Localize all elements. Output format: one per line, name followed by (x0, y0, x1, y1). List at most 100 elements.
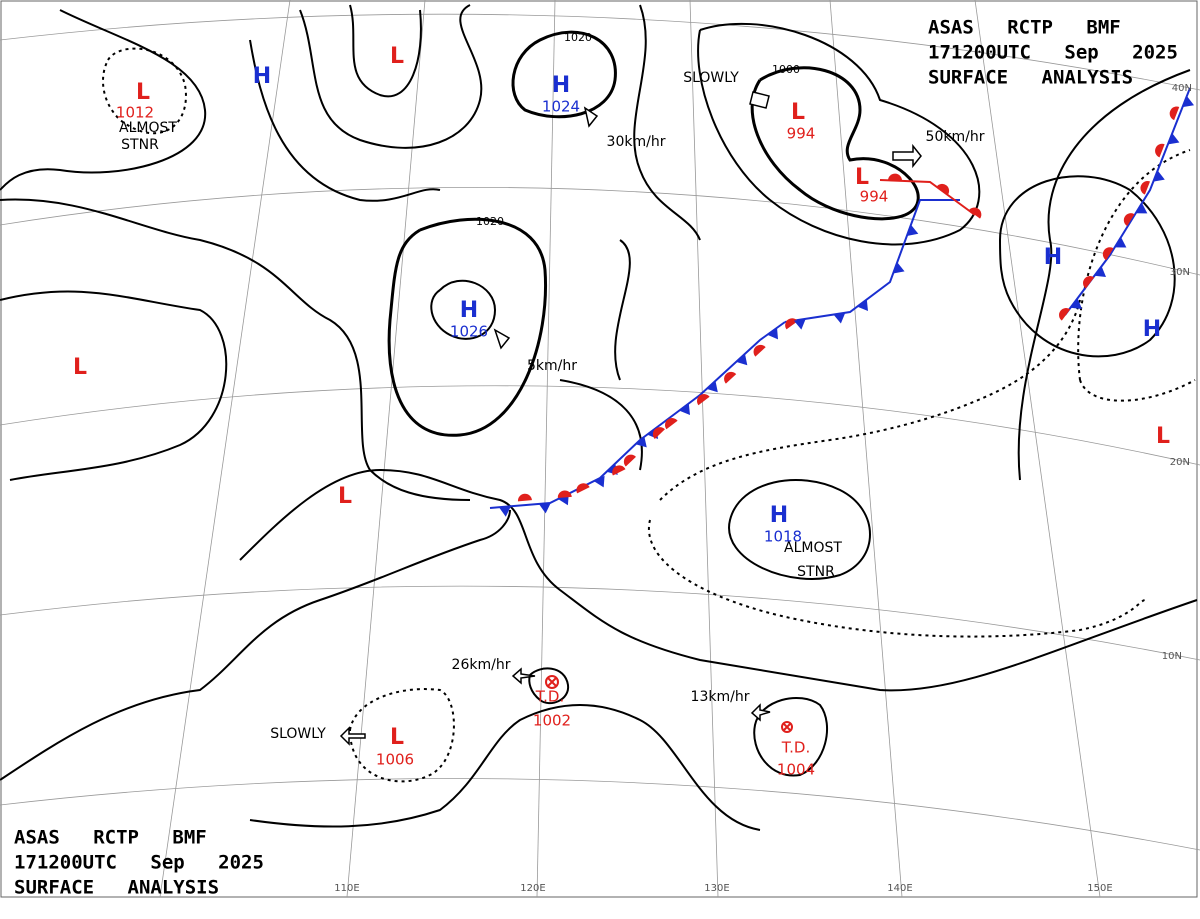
header-line: ASAS RCTP BMF (928, 17, 1121, 39)
isobar-label: 1020 (476, 215, 504, 228)
front-tri (906, 224, 919, 236)
front-tri (498, 506, 511, 517)
latitude-label: 10N (1162, 651, 1182, 662)
longitude-label: 150E (1087, 883, 1112, 894)
map-label: 5km/hr (527, 358, 577, 374)
front-tri (593, 475, 605, 488)
pressure-value: 1018 (764, 528, 802, 546)
map-label: ALMOST (784, 540, 842, 556)
front-semi (623, 454, 636, 467)
map-label: SLOWLY (270, 726, 326, 742)
pressure-value: 1026 (450, 323, 488, 341)
isobar-label: 1020 (564, 31, 592, 44)
front-tri (1167, 133, 1180, 145)
map-label: SLOWLY (683, 70, 739, 86)
front-tri (1135, 203, 1148, 214)
pressure-value: 994 (787, 125, 816, 143)
front-semi (1083, 276, 1095, 289)
pressure-symbol: H (1044, 245, 1062, 270)
longitude-label: 130E (704, 883, 729, 894)
front-tri (1114, 237, 1127, 248)
pressure-symbol: L (73, 355, 87, 380)
map-label: 26km/hr (452, 657, 511, 673)
front-semi (1155, 143, 1165, 158)
header-line: SURFACE ANALYSIS (14, 877, 219, 899)
front-tri (893, 262, 905, 274)
header-line: SURFACE ANALYSIS (928, 67, 1133, 89)
pressure-symbol: H (770, 503, 788, 528)
map-label: 50km/hr (926, 129, 985, 145)
front-semi (968, 207, 982, 219)
front-tri (635, 435, 647, 448)
front-tri (538, 502, 551, 514)
map-label: STNR (121, 137, 159, 153)
front-tri (1094, 266, 1106, 277)
front-tri (706, 380, 718, 393)
storm-symbols (339, 91, 922, 746)
front-tri (857, 299, 868, 311)
front-semi (665, 418, 678, 430)
longitude-label: 120E (520, 883, 545, 894)
front-semi (517, 493, 532, 502)
pressure-symbol: H (253, 64, 271, 89)
front-tri (736, 353, 748, 366)
header-line: 171200UTC Sep 2025 (928, 42, 1178, 64)
longitude-label: 110E (334, 883, 359, 894)
pressure-symbol: H (552, 73, 570, 98)
pressure-symbol: L (338, 484, 352, 509)
pressure-value: 1006 (376, 751, 414, 769)
front-semi (576, 483, 590, 494)
front-tri (793, 318, 806, 330)
front-semi (724, 371, 737, 384)
pressure-symbol: T.D. (781, 739, 810, 757)
header-line: ASAS RCTP BMF (14, 827, 207, 849)
isobar-label: 1000 (772, 63, 800, 76)
front-semi (1059, 308, 1071, 321)
front-tri (1182, 95, 1194, 108)
front-tri (833, 312, 846, 324)
pressure-value: 1002 (533, 712, 571, 730)
map-label: 30km/hr (607, 134, 666, 150)
front-tri (1070, 298, 1082, 309)
map-label: 13km/hr (691, 689, 750, 705)
front-semi (612, 465, 626, 476)
latitude-label: 20N (1170, 457, 1190, 468)
pressure-symbol: L (855, 165, 869, 190)
front-semi (887, 173, 902, 181)
front-semi (652, 427, 665, 439)
pressure-value: 994 (860, 188, 889, 206)
isobars (0, 4, 1198, 831)
front-semi (557, 490, 572, 499)
pressure-symbol: L (390, 725, 404, 750)
front-semi (697, 394, 710, 406)
pressure-value: 1024 (542, 98, 580, 116)
map-label: STNR (797, 564, 835, 580)
front-tri (679, 403, 690, 415)
front-semi (1169, 106, 1180, 121)
front-semi (1140, 181, 1151, 195)
pressure-symbol: L (1156, 424, 1170, 449)
fronts (489, 87, 1194, 517)
front-tri (767, 327, 779, 340)
header-line: 171200UTC Sep 2025 (14, 852, 264, 874)
pressure-symbol: L (390, 44, 404, 69)
pressure-symbol: L (791, 100, 805, 125)
pressure-value: 1004 (777, 761, 815, 779)
frame (0, 0, 1198, 898)
graticule (0, 0, 1200, 898)
front-semi (936, 183, 950, 196)
pressure-value: 1012 (116, 104, 154, 122)
front-semi (1123, 213, 1135, 227)
map-label: ALMOST (119, 120, 177, 136)
latitude-label: 40N (1172, 83, 1192, 94)
longitude-label: 140E (887, 883, 912, 894)
pressure-symbol: L (136, 80, 150, 105)
pressure-symbol: T.D. (535, 688, 564, 706)
front-tri (1153, 170, 1165, 182)
pressure-symbol: H (460, 298, 478, 323)
front-semi (1102, 247, 1114, 261)
front-semi (753, 344, 766, 357)
latitude-label: 30N (1170, 267, 1190, 278)
pressure-symbol: H (1143, 317, 1161, 342)
